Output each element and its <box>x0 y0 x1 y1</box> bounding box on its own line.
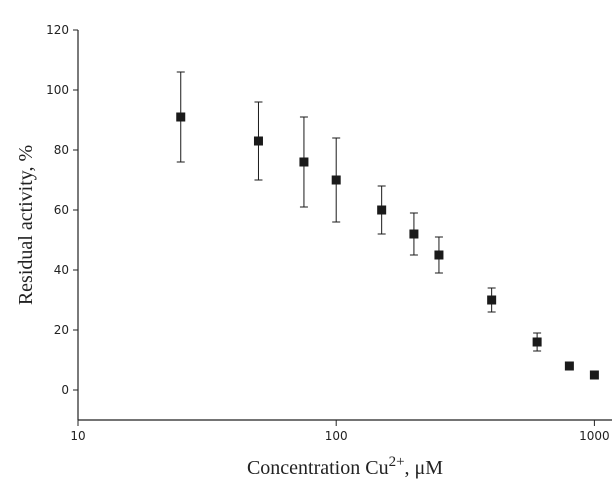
x-tick-label: 10 <box>70 429 85 443</box>
y-tick-label: 0 <box>61 383 69 397</box>
marker <box>299 157 309 167</box>
y-tick-label: 80 <box>54 143 69 157</box>
marker <box>532 337 542 347</box>
marker <box>409 229 419 239</box>
y-tick-label: 100 <box>46 83 69 97</box>
marker <box>487 295 497 305</box>
y-tick-label: 20 <box>54 323 69 337</box>
marker <box>564 361 574 371</box>
marker <box>331 175 341 185</box>
x-tick-label: 1000 <box>579 429 610 443</box>
y-tick-label: 40 <box>54 263 69 277</box>
y-tick-label: 120 <box>46 23 69 37</box>
x-label-suffix: , μM <box>405 457 444 479</box>
marker <box>589 370 599 380</box>
marker <box>434 250 444 260</box>
x-axis-label: Concentration Cu2+, μM <box>247 454 443 479</box>
x-tick-label: 100 <box>325 429 348 443</box>
marker <box>253 136 263 146</box>
y-axis-label: Residual activity, % <box>15 145 37 305</box>
marker <box>377 205 387 215</box>
marker <box>176 112 186 122</box>
y-tick-label: 60 <box>54 203 69 217</box>
x-label-text: Concentration Cu <box>247 457 389 479</box>
x-label-superscript: 2+ <box>389 454 405 470</box>
